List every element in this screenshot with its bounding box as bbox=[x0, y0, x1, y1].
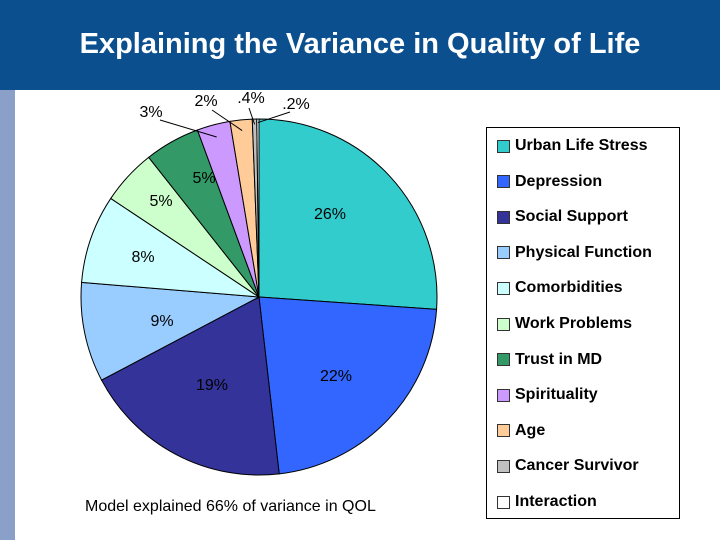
legend-swatch bbox=[497, 317, 510, 331]
chart-legend: Urban Life Stress Depression Social Suppor… bbox=[486, 127, 680, 519]
side-accent-bar bbox=[0, 90, 15, 540]
legend-swatch bbox=[497, 175, 510, 189]
legend-swatch bbox=[497, 246, 510, 260]
pie-slice-social-support bbox=[100, 296, 280, 476]
data-label-spirituality: 3% bbox=[139, 104, 162, 121]
legend-swatch bbox=[497, 139, 510, 153]
title-bar bbox=[0, 0, 720, 90]
data-label-age: 2% bbox=[194, 93, 217, 110]
legend-label: Physical Function bbox=[515, 243, 652, 261]
leader-line-age bbox=[211, 109, 243, 131]
data-label-trust-in-md: 5% bbox=[192, 170, 215, 187]
data-label-depression: 22% bbox=[320, 368, 352, 385]
legend-swatch bbox=[497, 495, 510, 509]
data-label-urban-life-stress: 26% bbox=[314, 206, 346, 223]
legend-swatch bbox=[497, 459, 510, 473]
slide-title: Explaining the Variance in Quality of Li… bbox=[79, 28, 641, 60]
legend-item-comorbidities: Comorbidities bbox=[497, 278, 623, 298]
leader-line-interaction bbox=[257, 111, 291, 124]
pie-slice-depression bbox=[258, 296, 438, 475]
legend-label: Interaction bbox=[515, 493, 597, 510]
legend-item-cancer-survivor: Cancer Survivor bbox=[497, 456, 639, 476]
data-label-social-support: 19% bbox=[196, 377, 228, 394]
legend-item-depression: Depression bbox=[497, 172, 602, 192]
legend-label: Urban Life Stress bbox=[515, 137, 648, 154]
legend-item-age: Age bbox=[497, 421, 545, 441]
legend-item-physical-function: Physical Function bbox=[497, 243, 652, 263]
pie-slice-interaction bbox=[256, 118, 260, 298]
leader-line-cancer-survivor bbox=[248, 107, 256, 125]
data-label-interaction: .2% bbox=[282, 96, 310, 113]
legend-swatch bbox=[497, 388, 510, 402]
pie-slice-urban-life-stress bbox=[258, 118, 438, 310]
legend-label: Depression bbox=[515, 172, 603, 190]
model-footnote: Model explained 66% of variance in QOL bbox=[85, 498, 376, 515]
pie-slice-comorbidities bbox=[81, 197, 260, 298]
legend-item-trust-in-md: Trust in MD bbox=[497, 350, 602, 370]
legend-label: Spirituality bbox=[515, 386, 598, 404]
legend-label: Cancer Survivor bbox=[515, 457, 639, 475]
data-label-comorbidities: 8% bbox=[131, 249, 154, 266]
legend-swatch bbox=[497, 424, 510, 438]
legend-item-interaction: Interaction bbox=[497, 492, 597, 512]
legend-item-social-support: Social Support bbox=[497, 207, 628, 227]
legend-label: Comorbidities bbox=[515, 279, 623, 297]
legend-swatch bbox=[497, 210, 510, 224]
leader-line-spirituality bbox=[159, 119, 217, 138]
legend-label: Trust in MD bbox=[515, 350, 603, 368]
data-label-physical-function: 9% bbox=[150, 313, 173, 330]
pie-slice-physical-function bbox=[80, 281, 261, 381]
legend-swatch bbox=[497, 353, 510, 367]
legend-label: Work Problems bbox=[515, 315, 633, 332]
data-label-work-problems: 5% bbox=[149, 193, 172, 210]
legend-label: Social Support bbox=[515, 208, 628, 226]
data-label-cancer-survivor: .4% bbox=[237, 90, 265, 107]
legend-item-urban-life-stress: Urban Life Stress bbox=[497, 136, 647, 156]
legend-label: Age bbox=[515, 421, 546, 439]
legend-item-spirituality: Spirituality bbox=[497, 385, 598, 405]
legend-swatch bbox=[497, 281, 510, 295]
legend-item-work-problems: Work Problems bbox=[497, 314, 632, 334]
